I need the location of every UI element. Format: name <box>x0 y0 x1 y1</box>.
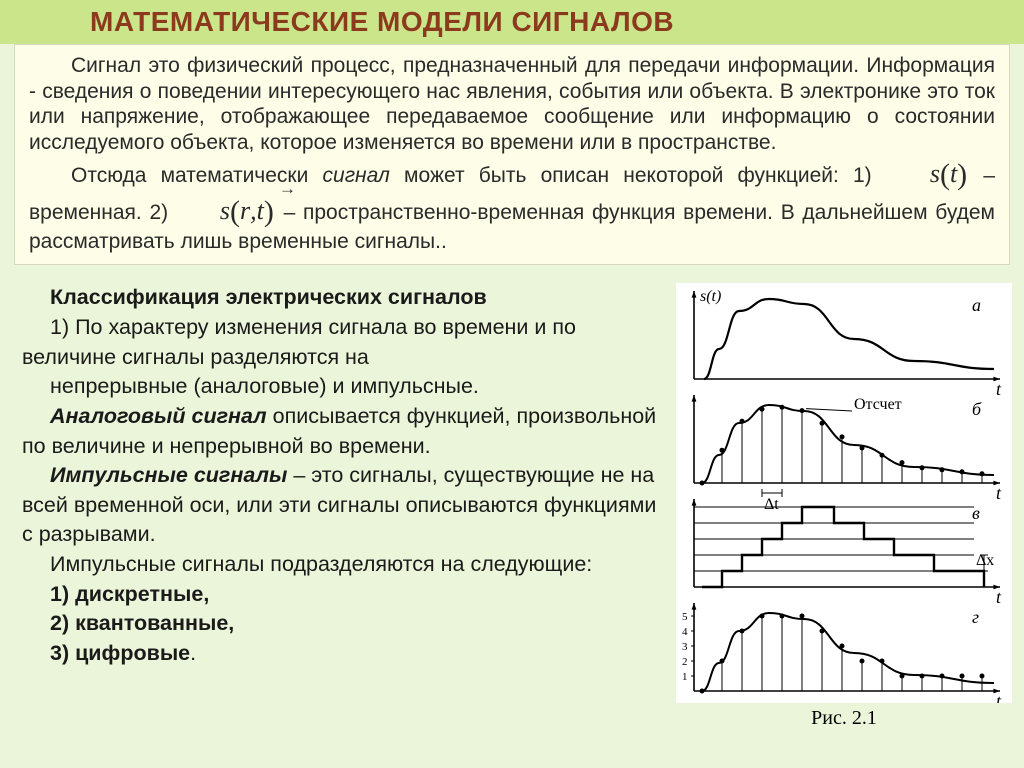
intro-textbox: Сигнал это физический процесс, предназна… <box>14 44 1010 265</box>
classification-text: Классификация электрических сигналов 1) … <box>22 283 666 730</box>
class-line-3: Аналоговый сигнал описывается функцией, … <box>22 402 666 461</box>
svg-text:1: 1 <box>682 671 688 683</box>
formula-s-t: s(t) <box>886 155 969 192</box>
figure-column: tаs(t)tбΔtОтсчетtвΔxtг12345 Рис. 2.1 <box>676 283 1012 730</box>
class-line-5: Импульсные сигналы подразделяются на сле… <box>22 550 666 580</box>
svg-text:3: 3 <box>682 641 688 653</box>
classification-heading: Классификация электрических сигналов <box>50 285 487 309</box>
figure-caption: Рис. 2.1 <box>676 707 1012 730</box>
svg-text:t: t <box>996 587 1002 607</box>
lower-section: Классификация электрических сигналов 1) … <box>0 283 1024 730</box>
svg-text:б: б <box>972 399 982 419</box>
svg-text:4: 4 <box>682 626 688 638</box>
class-line-2: непрерывные (аналоговые) и импульсные. <box>22 372 666 402</box>
class-line-8: 3) цифровые. <box>22 639 666 669</box>
class-line-6: 1) дискретные, <box>22 580 666 610</box>
svg-text:Δt: Δt <box>764 496 779 513</box>
svg-text:2: 2 <box>682 656 688 668</box>
formula-s-r-t: s(r,t) <box>176 192 276 229</box>
class-line-7: 2) квантованные, <box>22 609 666 639</box>
intro-p2: Отсюда математически сигнал может быть о… <box>29 155 995 254</box>
svg-text:Отсчет: Отсчет <box>854 396 902 413</box>
signal-types-figure: tаs(t)tбΔtОтсчетtвΔxtг12345 <box>676 283 1012 703</box>
intro-p1: Сигнал это физический процесс, предназна… <box>29 53 995 155</box>
svg-text:Δx: Δx <box>976 552 994 569</box>
svg-text:t: t <box>996 483 1002 503</box>
page-title: МАТЕМАТИЧЕСКИЕ МОДЕЛИ СИГНАЛОВ <box>0 0 1024 44</box>
svg-text:г: г <box>972 607 979 627</box>
svg-text:в: в <box>972 503 980 523</box>
svg-text:t: t <box>996 691 1002 703</box>
svg-text:s(t): s(t) <box>700 288 721 305</box>
class-line-4: Импульсные сигналы – это сигналы, сущест… <box>22 461 666 550</box>
svg-text:5: 5 <box>682 611 688 623</box>
class-line-1: 1) По характеру изменения сигнала во вре… <box>22 313 666 372</box>
svg-text:а: а <box>972 295 981 315</box>
svg-text:t: t <box>996 379 1002 399</box>
